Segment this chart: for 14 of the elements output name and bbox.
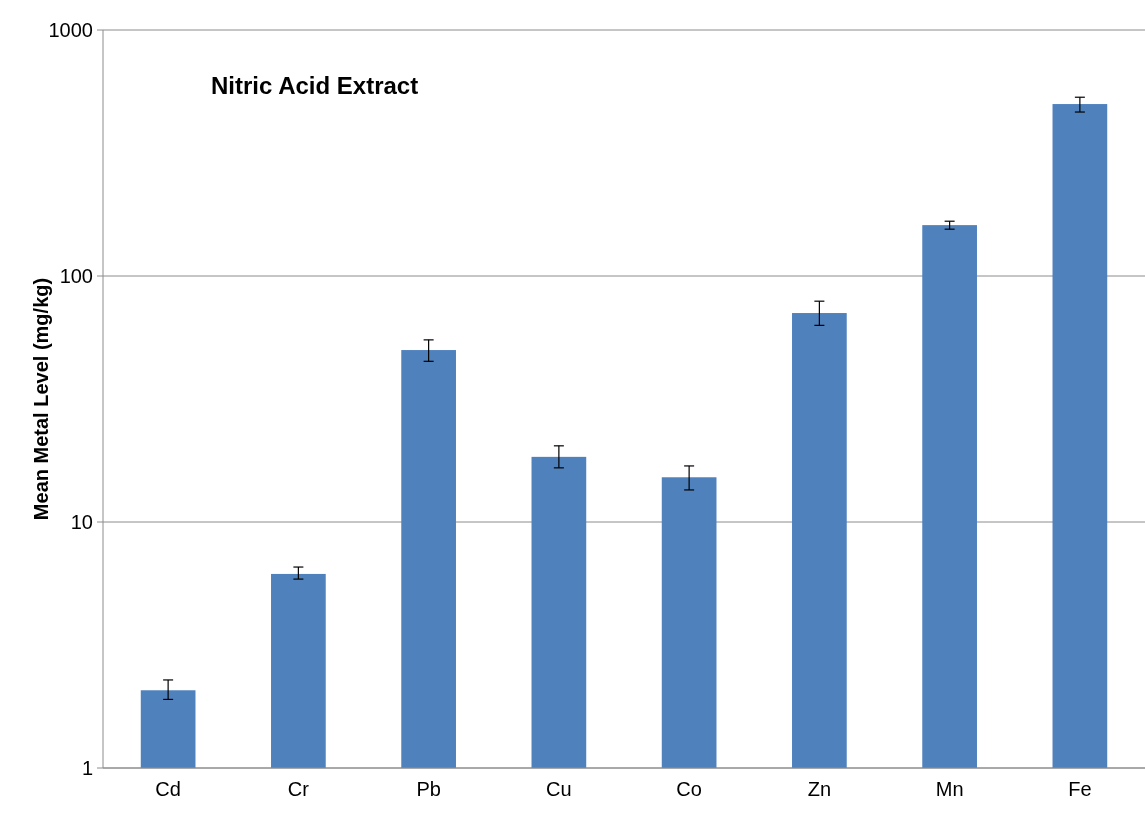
- x-tick-label: Co: [676, 778, 702, 800]
- y-axis-title: Mean Metal Level (mg/kg): [30, 277, 52, 521]
- y-tick-label: 100: [59, 265, 93, 287]
- x-tick-label: Cd: [155, 778, 181, 800]
- y-tick-label: 1: [81, 757, 93, 779]
- x-tick-label: Zn: [807, 778, 832, 800]
- x-tick-label: Cu: [546, 778, 572, 800]
- x-tick-label: Fe: [1068, 778, 1092, 800]
- x-tick-label: Mn: [935, 778, 964, 800]
- text: Nitric Acid Extract: [211, 72, 419, 99]
- y-tick-label: 1000: [48, 19, 93, 41]
- y-tick-label: 10: [70, 511, 93, 533]
- x-tick-label: Pb: [416, 778, 441, 800]
- x-tick-label: Cr: [287, 778, 310, 800]
